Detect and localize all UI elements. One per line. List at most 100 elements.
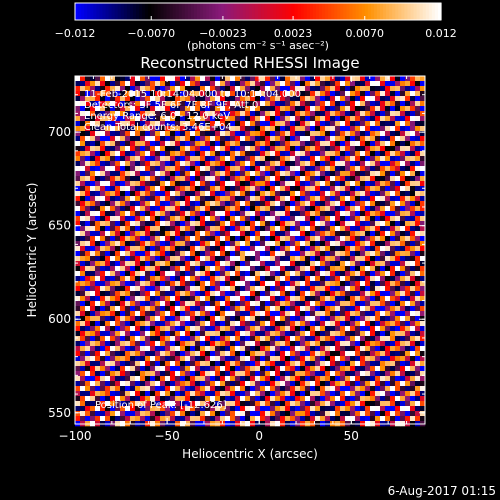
heatmap-cell (170, 111, 176, 117)
heatmap-cell (115, 336, 121, 342)
heatmap-cell (420, 106, 426, 112)
heatmap-cell (120, 206, 126, 212)
heatmap-cell (200, 281, 206, 287)
heatmap-cell (175, 201, 181, 207)
heatmap-cell (190, 241, 196, 247)
heatmap-cell (215, 211, 221, 217)
heatmap-cell (230, 196, 236, 202)
heatmap-cell (340, 306, 346, 312)
heatmap-cell (225, 111, 231, 117)
heatmap-cell (215, 81, 221, 87)
heatmap-cell (135, 281, 141, 287)
heatmap-cell (195, 296, 201, 302)
heatmap-cell (75, 246, 81, 252)
heatmap-cell (240, 106, 246, 112)
colorbar-segment (404, 3, 409, 20)
heatmap-cell (260, 371, 266, 377)
heatmap-cell (110, 276, 116, 282)
heatmap-cell (75, 406, 81, 412)
heatmap-cell (260, 116, 266, 122)
heatmap-cell (375, 286, 381, 292)
heatmap-cell (190, 286, 196, 292)
heatmap-cell (360, 96, 366, 102)
heatmap-cell (125, 396, 131, 402)
heatmap-cell (325, 376, 331, 382)
colorbar-segment (190, 3, 195, 20)
heatmap-cell (255, 321, 261, 327)
heatmap-cell (310, 356, 316, 362)
heatmap-cell (365, 281, 371, 287)
heatmap-cell (230, 386, 236, 392)
heatmap-cell (180, 76, 186, 82)
colorbar-segment (319, 3, 323, 20)
heatmap-cell (105, 341, 111, 347)
heatmap-cell (205, 281, 211, 287)
heatmap-cell (300, 96, 306, 102)
heatmap-cell (110, 331, 116, 337)
heatmap-cell (340, 81, 346, 87)
heatmap-cell (200, 136, 206, 142)
heatmap-cell (170, 406, 176, 412)
heatmap-cell (375, 351, 381, 357)
heatmap-cell (365, 371, 371, 377)
heatmap-cell (255, 236, 261, 242)
heatmap-cell (210, 301, 216, 307)
heatmap-cell (295, 136, 301, 142)
heatmap-cell (420, 151, 426, 157)
heatmap-cell (215, 201, 221, 207)
heatmap-cell (195, 126, 201, 132)
heatmap-cell (415, 336, 421, 342)
heatmap-cell (290, 121, 296, 127)
heatmap-cell (215, 271, 221, 277)
heatmap-cell (395, 121, 401, 127)
heatmap-cell (185, 391, 191, 397)
heatmap-cell (110, 291, 116, 297)
heatmap-cell (245, 156, 251, 162)
heatmap-cell (325, 191, 331, 197)
colorbar-segment (261, 3, 265, 20)
heatmap-cell (340, 211, 346, 217)
heatmap-cell (260, 146, 266, 152)
heatmap-cell (415, 191, 421, 197)
heatmap-cell (195, 221, 201, 227)
heatmap-cell (90, 396, 96, 402)
heatmap-cell (280, 206, 286, 212)
heatmap-cell (375, 126, 381, 132)
heatmap-cell (85, 356, 91, 362)
heatmap-cell (210, 161, 216, 167)
heatmap-cell (110, 76, 116, 82)
heatmap-cell (380, 311, 386, 317)
heatmap-cell (170, 146, 176, 152)
colorbar-segment (87, 3, 91, 20)
heatmap-cell (180, 166, 186, 172)
heatmap-cell (305, 221, 311, 227)
heatmap-cell (320, 166, 326, 172)
heatmap-cell (410, 411, 416, 417)
heatmap-cell (340, 86, 346, 92)
heatmap-cell (345, 271, 351, 277)
heatmap-cell (185, 101, 191, 107)
heatmap-cell (80, 151, 86, 157)
heatmap-cell (105, 186, 111, 192)
heatmap-cell (200, 191, 206, 197)
heatmap-cell (175, 136, 181, 142)
heatmap-cell (355, 341, 361, 347)
colorbar-segment (242, 3, 247, 20)
heatmap-cell (300, 101, 306, 107)
heatmap-cell (300, 221, 306, 227)
heatmap-cell (385, 326, 391, 332)
heatmap-cell (80, 166, 86, 172)
heatmap-cell (190, 326, 196, 332)
heatmap-cell (195, 181, 201, 187)
heatmap-cell (415, 396, 421, 402)
heatmap-cell (325, 176, 331, 182)
heatmap-cell (130, 331, 136, 337)
colorbar-segment (218, 3, 222, 20)
heatmap-cell (85, 141, 91, 147)
heatmap-cell (145, 401, 151, 407)
heatmap-cell (255, 146, 261, 152)
heatmap-cell (160, 226, 166, 232)
heatmap-cell (375, 406, 381, 412)
heatmap-cell (420, 161, 426, 167)
heatmap-cell (135, 131, 141, 137)
